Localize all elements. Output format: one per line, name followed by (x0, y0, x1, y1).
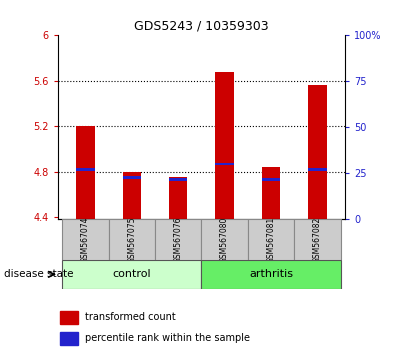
Bar (76, 126, 95, 219)
Bar (262, 167, 280, 219)
FancyBboxPatch shape (62, 219, 109, 260)
Text: transformed count: transformed count (85, 312, 175, 322)
Title: GDS5243 / 10359303: GDS5243 / 10359303 (134, 20, 269, 33)
Bar (215, 162, 234, 165)
FancyBboxPatch shape (294, 219, 341, 260)
Bar (308, 168, 327, 171)
FancyBboxPatch shape (201, 260, 341, 289)
Text: percentile rank within the sample: percentile rank within the sample (85, 333, 250, 343)
Bar (308, 85, 327, 219)
Bar (76, 168, 95, 171)
FancyBboxPatch shape (248, 219, 294, 260)
Text: GSM567082: GSM567082 (313, 217, 322, 263)
Bar (169, 178, 187, 181)
FancyBboxPatch shape (109, 219, 155, 260)
Text: control: control (113, 269, 151, 279)
Text: GSM567075: GSM567075 (127, 217, 136, 263)
Text: GSM567081: GSM567081 (266, 217, 275, 263)
Bar (122, 176, 141, 179)
Bar (60, 311, 78, 324)
Text: arthritis: arthritis (249, 269, 293, 279)
Bar (169, 177, 187, 219)
FancyBboxPatch shape (155, 219, 201, 260)
Bar (262, 178, 280, 181)
Text: disease state: disease state (4, 269, 74, 279)
Text: GSM567076: GSM567076 (174, 217, 182, 263)
Bar (60, 332, 78, 345)
Text: GSM567074: GSM567074 (81, 217, 90, 263)
Bar (215, 72, 234, 219)
FancyBboxPatch shape (201, 219, 248, 260)
Bar (122, 172, 141, 219)
FancyBboxPatch shape (62, 260, 201, 289)
Text: GSM567080: GSM567080 (220, 217, 229, 263)
